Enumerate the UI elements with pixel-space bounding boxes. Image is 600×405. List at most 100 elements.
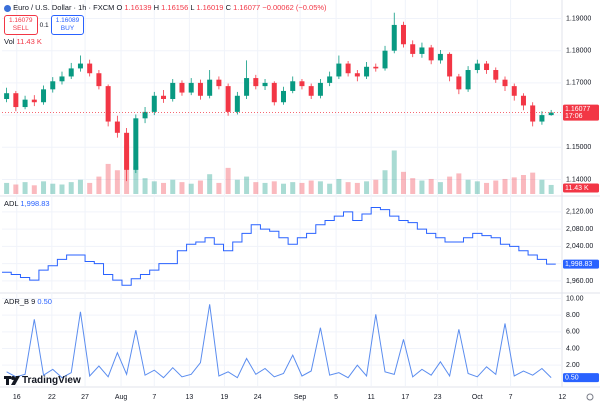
last-price-tag-text: 17:06 [565,113,583,120]
candle-body [234,95,240,112]
adr-line [6,304,552,379]
volume-bar [548,184,554,194]
volume-bar [345,182,351,194]
candle-body [327,76,333,83]
logo-icon [4,376,20,385]
y-tick-label: 2,120.00 [566,209,593,216]
candle-body [373,66,379,69]
candle-body [96,73,102,87]
volume-bar [520,175,526,194]
x-tick-label: 23 [434,394,442,401]
x-tick-label: 7 [509,394,513,401]
candle-body [197,82,203,96]
volume-bar [216,182,222,194]
candle-body [281,90,286,103]
candle-body [465,70,471,90]
adl-tag-text: 1,998.83 [565,261,592,268]
volume-bar [281,183,286,194]
symbol: Euro / U.S. Dollar · 1h · FXCM [13,3,115,12]
volume-bar [410,178,416,194]
x-tick-label: 17 [401,394,409,401]
settings-icon [586,393,594,401]
volume-bar [41,181,47,194]
x-tick-label: Oct [472,394,483,401]
volume-bar [299,182,305,194]
candle-body [151,95,157,112]
candle-body [4,93,10,99]
spread: 0.1 [39,21,49,29]
candle-body [161,95,167,99]
y-tick-label: 1,960.00 [566,278,593,285]
volume-bar [234,179,240,194]
volume-bar [336,178,342,194]
candle-body [539,115,545,122]
x-tick-label: 11 [368,394,375,401]
legend: Euro / U.S. Dollar · 1h · FXCM O 1.16139… [4,3,327,12]
volume-bar [13,184,19,194]
trade-buttons: 1.16079 SELL 0.1 1.16089 BUY [4,15,85,35]
ohlc-value: 1.16139 [124,3,152,12]
candle-body [484,63,490,71]
volume-bar [373,179,379,194]
volume-bar [161,182,167,194]
x-tick-label: 16 [13,394,21,401]
candle-body [456,76,462,90]
adr-value: 0.50 [37,297,52,306]
volume-bar [502,178,508,194]
candle-body [59,76,65,82]
volume-bar [391,150,397,194]
symbol-icon [4,4,11,12]
candle-body [87,63,93,74]
candle-body [511,86,517,96]
volume-bar [96,176,102,194]
volume-name: Vol [4,37,15,46]
volume-bar [474,181,480,194]
x-tick-label: 7 [152,394,156,401]
adr-legend: ADR_B 9 0.50 [4,297,52,306]
change: −0.00062 (−0.05%) [262,3,327,12]
volume-bar [22,182,28,194]
candle-body [124,132,130,170]
volume-bar [456,173,462,194]
candle-body [336,63,342,77]
candle-body [244,78,250,96]
volume-bar [262,182,268,194]
candle-body [391,24,397,51]
y-tick-label: 8.00 [566,312,580,319]
candle-body [548,112,554,116]
candle-body [345,63,351,74]
candle-body [179,82,185,93]
volume-legend: Vol 11.43 K [4,37,42,46]
candle-body [114,121,120,133]
candle-body [354,73,360,77]
sell-button[interactable]: 1.16079 SELL [4,15,38,35]
candle-body [437,53,443,61]
volume-bar [400,171,406,194]
candle-body [493,70,499,80]
volume-bar [484,182,490,194]
candle-body [31,99,37,103]
buy-button[interactable]: 1.16089 BUY [50,15,85,35]
buy-label: BUY [60,25,75,32]
candle-body [520,95,526,106]
volume-bar [142,178,148,194]
volume-bar [87,182,93,194]
buy-price: 1.16089 [55,17,80,24]
x-tick-label: Sep [294,394,307,401]
adr-name: ADR_B [4,297,30,306]
volume-tag [563,183,599,193]
y-tick-label: 2.00 [566,362,580,369]
candle-body [308,86,314,96]
volume-bar [197,180,203,194]
volume-bar [244,176,250,194]
x-tick-label: 12 [558,394,566,401]
adl-value: 1,998.83 [20,199,50,208]
volume-bar [77,179,83,194]
last-price-tag [563,104,599,121]
candle-body [188,82,194,93]
adl-tag [563,259,599,269]
adl-name: ADL [4,199,19,208]
logo: TradingView [4,375,81,386]
candle-body [299,81,305,87]
adl-line [2,207,556,286]
